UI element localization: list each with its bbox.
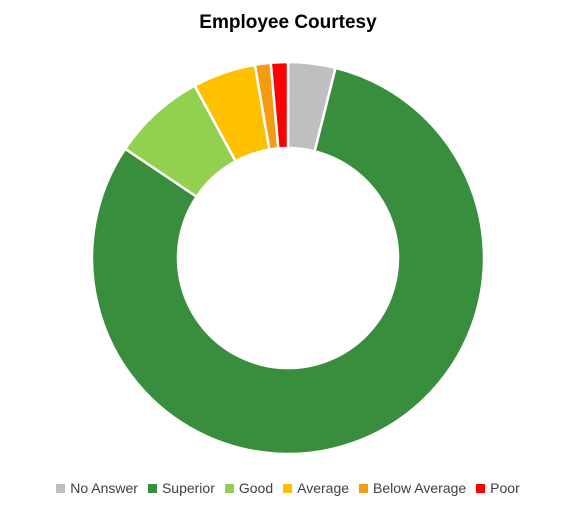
legend-swatch-no-answer [56, 483, 66, 493]
legend-swatch-superior [147, 483, 157, 493]
legend-item-good: Good [224, 480, 274, 496]
legend-label-below-average: Below Average [373, 480, 467, 496]
chart-title: Employee Courtesy [199, 12, 377, 33]
legend-label-no-answer: No Answer [70, 480, 138, 496]
chart-legend: No Answer Superior Good Average Below Averag… [0, 480, 576, 496]
legend-item-poor: Poor [476, 480, 520, 496]
legend-item-no-answer: No Answer [56, 480, 138, 496]
slice-poor [269, 60, 290, 150]
legend-label-average: Average [297, 480, 350, 496]
slice-superior [90, 66, 486, 456]
legend-swatch-average [283, 483, 293, 493]
legend-label-superior: Superior [161, 480, 215, 496]
legend-swatch-poor [476, 483, 486, 493]
legend-item-below-average: Below Average [359, 480, 466, 496]
legend-swatch-good [224, 483, 234, 493]
legend-label-poor: Poor [490, 480, 520, 496]
legend-label-good: Good [238, 480, 274, 496]
legend-item-superior: Superior [147, 480, 215, 496]
legend-item-average: Average [283, 480, 349, 496]
legend-swatch-below-average [359, 483, 369, 493]
